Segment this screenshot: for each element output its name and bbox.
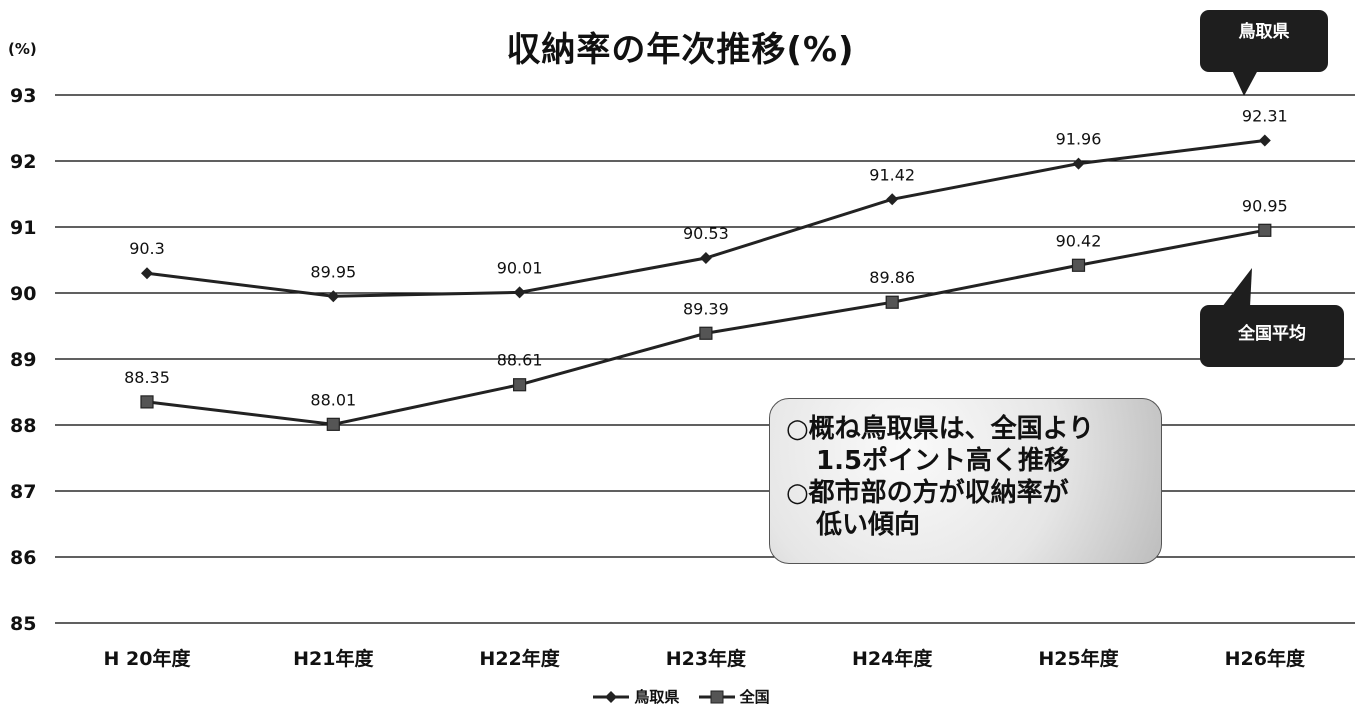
y-tick-label: 90 <box>10 283 36 305</box>
legend-label-national: 全国 <box>739 688 770 706</box>
callout-tottori: 鳥取県 <box>1200 10 1328 72</box>
x-tick-labels: H 20年度 H21年度 H22年度 H23年度 H24年度 H25年度 H26年度 <box>104 647 1306 670</box>
note-box: ○概ね鳥取県は、全国より 1.5ポイント高く推移 ○都市部の方が収納率が 低い傾… <box>769 398 1162 564</box>
data-label: 90.95 <box>1242 196 1288 215</box>
data-point-square <box>1258 223 1272 237</box>
data-label: 90.3 <box>129 239 165 258</box>
data-point-diamond <box>886 193 899 206</box>
data-label: 91.96 <box>1056 130 1102 149</box>
data-point-square <box>699 326 713 340</box>
chart-title: 収納率の年次推移(%) <box>506 30 855 70</box>
data-point-diamond <box>327 290 340 303</box>
data-label: 88.61 <box>497 351 543 370</box>
legend: 鳥取県 全国 <box>0 686 1361 708</box>
square-marker-icon <box>698 690 735 703</box>
y-tick-label: 87 <box>10 481 36 503</box>
x-tick-label: H 20年度 <box>104 647 192 670</box>
data-point-diamond <box>699 252 712 265</box>
y-tick-label: 92 <box>10 151 36 173</box>
callout-national-average: 全国平均 <box>1200 305 1344 367</box>
note-line-1: ○概ね鳥取県は、全国より <box>786 414 1095 444</box>
callout-pointers <box>1222 70 1258 307</box>
data-label: 88.35 <box>124 368 170 387</box>
data-point-diamond <box>513 286 526 299</box>
x-tick-label: H24年度 <box>852 647 933 670</box>
diamond-marker-icon <box>593 690 630 703</box>
data-label: 91.42 <box>869 165 915 184</box>
legend-item-tottori: 鳥取県 <box>591 686 679 707</box>
x-tick-label: H25年度 <box>1038 647 1119 670</box>
x-tick-label: H22年度 <box>479 647 560 670</box>
x-tick-label: H21年度 <box>293 647 374 670</box>
note-line-3: ○都市部の方が収納率が <box>786 478 1069 508</box>
y-tick-label: 88 <box>10 415 36 437</box>
data-point-diamond <box>1072 157 1085 170</box>
note-line-4: 低い傾向 <box>816 510 921 540</box>
data-point-square <box>885 295 899 309</box>
y-tick-label: 93 <box>10 85 36 107</box>
data-point-diamond <box>1258 134 1271 147</box>
x-tick-label: H26年度 <box>1225 647 1306 670</box>
y-tick-label: 85 <box>10 613 36 635</box>
data-label: 90.42 <box>1056 231 1102 250</box>
y-tick-label: 86 <box>10 547 36 569</box>
data-label: 90.53 <box>683 224 729 243</box>
data-point-square <box>140 395 154 409</box>
data-label: 89.95 <box>310 262 356 281</box>
data-label: 89.86 <box>869 268 915 287</box>
y-axis-unit: (%) <box>8 40 37 58</box>
data-point-square <box>326 417 340 431</box>
data-label: 88.01 <box>310 390 356 409</box>
gridlines <box>55 94 1355 624</box>
series-lines <box>140 134 1272 431</box>
y-tick-label: 91 <box>10 217 36 239</box>
data-point-square <box>512 378 527 392</box>
y-tick-labels: 85 86 87 88 89 90 91 92 93 <box>10 85 36 635</box>
legend-item-national: 全国 <box>697 686 770 707</box>
data-label: 89.39 <box>683 299 729 318</box>
data-point-square <box>1071 258 1086 272</box>
x-tick-label: H23年度 <box>666 647 747 670</box>
legend-label-tottori: 鳥取県 <box>634 688 680 706</box>
data-label: 90.01 <box>497 258 543 277</box>
note-line-2: 1.5ポイント高く推移 <box>816 446 1071 476</box>
data-labels: 90.3 89.95 90.01 90.53 91.42 91.96 92.31 88.35 8… <box>124 107 1288 410</box>
data-point-diamond <box>141 267 153 280</box>
data-label: 92.31 <box>1242 107 1288 126</box>
y-tick-label: 89 <box>10 349 36 371</box>
